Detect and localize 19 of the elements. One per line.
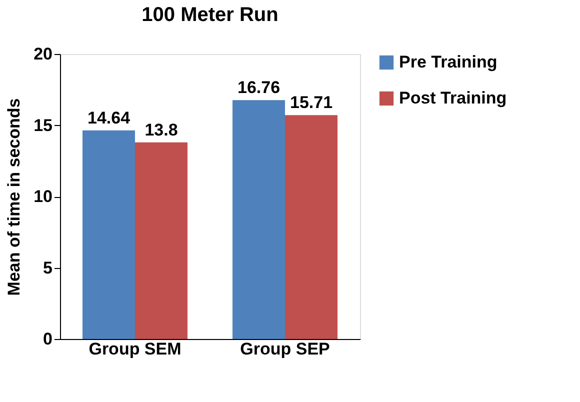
bar <box>232 100 285 339</box>
y-axis-title: Mean of time in seconds <box>4 98 24 296</box>
y-tick-label: 10 <box>34 187 52 206</box>
y-tick-label: 0 <box>43 330 52 348</box>
chart-title: 100 Meter Run <box>142 4 278 26</box>
y-tick-label: 15 <box>34 116 52 135</box>
data-label: 14.64 <box>87 108 131 128</box>
legend-label: Pre Training <box>399 52 498 72</box>
data-label: 16.76 <box>237 78 280 98</box>
bar <box>82 130 135 339</box>
data-label: 13.8 <box>144 120 178 140</box>
y-tick-label: 5 <box>43 258 52 278</box>
x-tick-label: Group SEM <box>88 340 182 358</box>
data-label: 15.71 <box>290 93 333 112</box>
x-tick-label: Group SEP <box>240 340 330 358</box>
bar <box>135 142 188 339</box>
bar <box>285 115 338 339</box>
legend-label: Post Training <box>399 88 507 108</box>
y-tick-label: 20 <box>34 44 52 64</box>
